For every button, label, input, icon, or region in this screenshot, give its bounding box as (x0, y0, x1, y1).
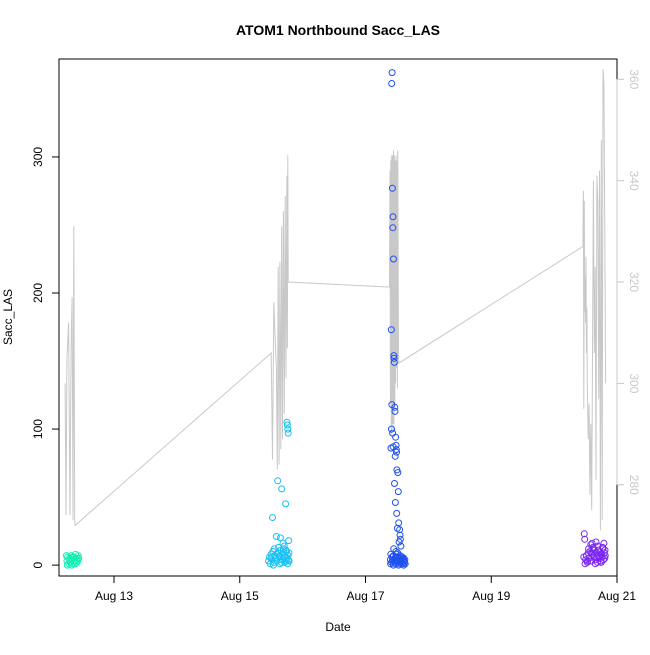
chart-title: ATOM1 Northbound Sacc_LAS (236, 22, 440, 38)
point-layer (62, 69, 609, 569)
y-tick-label: 0 (31, 561, 45, 568)
data-point (274, 477, 282, 485)
data-point (594, 542, 602, 550)
data-point (393, 448, 400, 456)
y2-tick-label: 360 (627, 69, 641, 89)
data-point (388, 184, 396, 192)
data-point (389, 561, 397, 569)
data-point (391, 499, 399, 506)
data-point (389, 224, 397, 232)
y-tick-label: 300 (31, 147, 45, 167)
y-tick-label: 100 (31, 419, 45, 439)
x-tick-label: Aug 19 (472, 589, 510, 603)
y2-tick-label: 280 (627, 475, 641, 495)
x-tick-label: Aug 17 (346, 589, 384, 603)
data-point (390, 255, 397, 263)
data-point (267, 554, 275, 562)
data-point (276, 560, 284, 568)
y2-tick-label: 320 (627, 272, 641, 292)
data-point (280, 553, 288, 561)
x-tick-label: Aug 21 (598, 589, 636, 603)
line-layer (64, 69, 607, 531)
data-point (601, 554, 609, 562)
data-point (285, 557, 293, 565)
data-point (278, 485, 286, 493)
data-point (580, 553, 588, 561)
data-point (390, 352, 398, 360)
data-point (275, 543, 283, 551)
y2-tick-label: 340 (627, 171, 641, 191)
data-point (392, 446, 400, 453)
data-point (394, 488, 402, 496)
data-point (273, 550, 281, 558)
data-point (390, 358, 398, 366)
y2-tick-label: 300 (627, 373, 641, 393)
data-point (276, 534, 284, 542)
x-tick-label: Aug 15 (221, 589, 259, 603)
data-point (401, 560, 409, 568)
data-point (388, 69, 396, 77)
data-point (389, 213, 397, 221)
x-tick-label: Aug 13 (95, 589, 133, 603)
data-point (391, 407, 399, 415)
y-axis-label: Sacc_LAS (1, 289, 15, 345)
data-point (591, 560, 599, 568)
data-point (62, 552, 70, 560)
data-point (270, 545, 278, 553)
data-point (282, 500, 290, 508)
data-point (588, 549, 596, 557)
data-point (581, 535, 589, 543)
data-point (390, 354, 398, 362)
data-point (269, 561, 277, 569)
data-point (392, 441, 400, 449)
data-point (282, 546, 290, 554)
data-point (601, 546, 609, 554)
data-point (387, 326, 395, 334)
data-point (395, 538, 403, 546)
data-point (388, 80, 396, 87)
axis-layer: Aug 13 Aug 15 Aug 17 Aug 19 Aug 21 0 100 200 300… (31, 69, 641, 603)
data-point (394, 469, 402, 477)
data-point (272, 533, 280, 540)
data-point (284, 429, 292, 437)
data-point (283, 421, 291, 429)
data-point (269, 514, 276, 521)
data-point (397, 542, 405, 550)
data-point (68, 561, 76, 569)
data-point (592, 538, 600, 546)
series-line (64, 69, 607, 531)
data-point (284, 425, 292, 433)
data-point (398, 553, 405, 561)
data-point (285, 537, 293, 545)
data-point (593, 553, 601, 561)
data-point (400, 558, 408, 566)
data-point (283, 418, 291, 426)
data-point (400, 561, 408, 569)
data-point (396, 531, 404, 539)
data-point (73, 556, 81, 564)
data-point (63, 561, 71, 569)
data-point (392, 433, 400, 441)
data-point (277, 558, 285, 566)
data-point (584, 557, 592, 565)
data-point (388, 425, 395, 433)
x-axis-label: Date (325, 620, 351, 634)
data-point (391, 480, 398, 487)
data-point (75, 554, 83, 562)
data-point (391, 452, 399, 460)
data-point (391, 403, 399, 411)
data-point (393, 509, 401, 517)
y-tick-label: 200 (31, 283, 45, 303)
